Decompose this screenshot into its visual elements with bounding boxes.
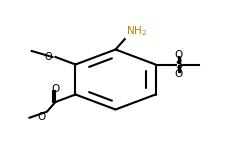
Text: S: S	[175, 60, 182, 69]
Text: O: O	[51, 84, 60, 94]
Text: NH$_2$: NH$_2$	[126, 25, 147, 38]
Text: O: O	[45, 52, 52, 62]
Text: O: O	[37, 112, 46, 123]
Text: O: O	[174, 69, 183, 79]
Text: O: O	[174, 50, 183, 60]
